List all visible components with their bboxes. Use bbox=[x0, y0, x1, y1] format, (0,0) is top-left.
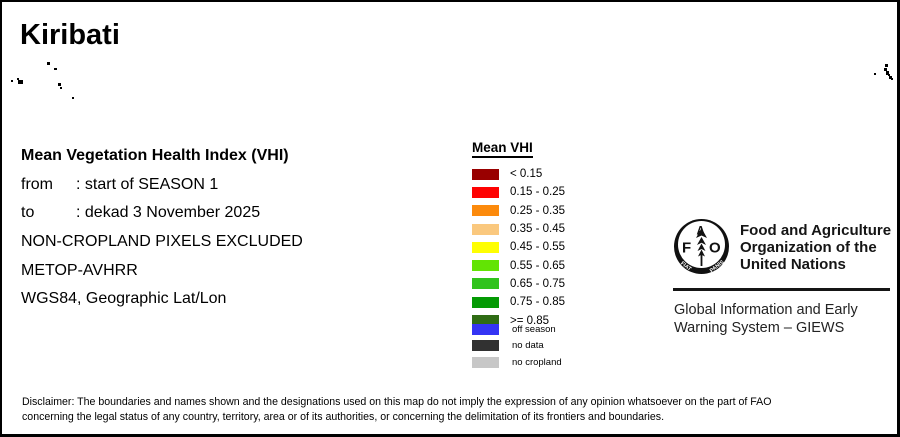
legend-label: 0.15 - 0.25 bbox=[510, 186, 565, 199]
info-row-to-value: : dekad 3 November 2025 bbox=[76, 204, 261, 222]
giews-line: Warning System – GIEWS bbox=[674, 320, 845, 336]
legend-row: 0.65 - 0.75 bbox=[472, 275, 565, 293]
island-dot bbox=[17, 78, 19, 80]
legend-row-off-season: off season bbox=[472, 321, 562, 338]
legend-row: 0.55 - 0.65 bbox=[472, 256, 565, 274]
legend-swatch bbox=[472, 323, 499, 335]
giews-name: Global Information and Early Warning Sys… bbox=[674, 301, 858, 337]
island-dot bbox=[47, 62, 50, 65]
legend: Mean VHI < 0.15 0.15 - 0.25 0.25 - 0.35 … bbox=[472, 139, 565, 330]
legend-row: 0.15 - 0.25 bbox=[472, 183, 565, 201]
legend-row: 0.75 - 0.85 bbox=[472, 293, 565, 311]
legend-label: 0.75 - 0.85 bbox=[510, 296, 565, 309]
fao-org-name: Food and Agriculture Organization of the… bbox=[740, 222, 891, 274]
island-dot bbox=[18, 80, 23, 84]
info-block: Mean Vegetation Health Index (VHI) from:… bbox=[21, 142, 303, 314]
island-dot bbox=[72, 97, 74, 99]
island-dot bbox=[885, 64, 888, 67]
island-dot bbox=[58, 83, 61, 86]
legend-rows: < 0.15 0.15 - 0.25 0.25 - 0.35 0.35 - 0.… bbox=[472, 165, 565, 330]
legend-label: >= 0.85 bbox=[510, 314, 550, 327]
fao-org-line: United Nations bbox=[740, 256, 846, 274]
giews-line: Global Information and Early bbox=[674, 302, 858, 318]
legend-row: >= 0.85 bbox=[472, 311, 565, 329]
legend-label: 0.35 - 0.45 bbox=[510, 223, 565, 236]
island-dot bbox=[884, 68, 887, 71]
legend-label: < 0.15 bbox=[510, 168, 543, 181]
fao-org-line: Food and Agriculture bbox=[740, 222, 892, 239]
legend-swatch bbox=[472, 223, 499, 235]
legend-row-no-data: no data bbox=[472, 338, 562, 355]
info-heading: Mean Vegetation Health Index (VHI) bbox=[21, 147, 289, 165]
legend-row-no-cropland: no cropland bbox=[472, 354, 562, 371]
legend-row: 0.35 - 0.45 bbox=[472, 220, 565, 238]
legend-label: 0.55 - 0.65 bbox=[510, 259, 565, 272]
island-dot bbox=[54, 68, 57, 70]
fao-logo-icon: F A O FIAT PANIS bbox=[674, 219, 729, 274]
disclaimer-line-2: concerning the legal status of any count… bbox=[22, 410, 665, 423]
info-line-cropland: NON-CROPLAND PIXELS EXCLUDED bbox=[21, 233, 303, 251]
disclaimer: Disclaimer: The boundaries and names sho… bbox=[22, 395, 771, 424]
fao-logo-letter-f: F bbox=[682, 240, 691, 257]
island-dot bbox=[889, 76, 892, 79]
legend-label: 0.25 - 0.35 bbox=[510, 204, 565, 217]
info-row-from: from : start of SEASON 1 bbox=[21, 171, 303, 200]
island-dot bbox=[886, 71, 889, 75]
fao-org-line: Organization of the bbox=[740, 239, 877, 257]
legend-swatch bbox=[472, 168, 499, 180]
legend-label: 0.65 - 0.75 bbox=[510, 277, 565, 290]
legend-swatch bbox=[472, 260, 499, 272]
island-dot bbox=[874, 73, 876, 75]
legend-label: no data bbox=[512, 340, 544, 352]
legend-title: Mean VHI bbox=[472, 140, 533, 158]
legend-label: off season bbox=[512, 323, 556, 335]
info-row-to: to : dekad 3 November 2025 bbox=[21, 199, 303, 228]
info-row-from-value: : start of SEASON 1 bbox=[76, 175, 219, 193]
island-dot bbox=[888, 74, 890, 76]
legend-label: 0.45 - 0.55 bbox=[510, 241, 565, 254]
legend-swatch bbox=[472, 278, 499, 290]
legend-swatch bbox=[472, 296, 499, 308]
legend-swatch bbox=[472, 340, 499, 352]
legend-label: no cropland bbox=[512, 356, 562, 368]
disclaimer-line-1: Disclaimer: The boundaries and names sho… bbox=[22, 396, 772, 408]
fao-divider bbox=[673, 288, 890, 291]
island-dot bbox=[891, 78, 893, 80]
info-line-projection: WGS84, Geographic Lat/Lon bbox=[21, 290, 227, 308]
legend-swatch bbox=[472, 241, 499, 253]
page-title: Kiribati bbox=[20, 19, 120, 51]
legend-special: off season no data no cropland bbox=[472, 321, 562, 371]
fao-logo-letter-a: A bbox=[697, 226, 705, 238]
legend-swatch bbox=[472, 186, 499, 198]
legend-swatch bbox=[472, 315, 499, 327]
legend-row: 0.25 - 0.35 bbox=[472, 202, 565, 220]
legend-row: 0.45 - 0.55 bbox=[472, 238, 565, 256]
legend-swatch bbox=[472, 205, 499, 217]
legend-row: < 0.15 bbox=[472, 165, 565, 183]
info-row-to-label: to bbox=[21, 204, 35, 222]
island-dot bbox=[11, 80, 13, 82]
info-line-sensor: METOP-AVHRR bbox=[21, 261, 138, 279]
info-row-from-label: from bbox=[21, 175, 53, 193]
fao-logo-letter-o: O bbox=[709, 240, 721, 257]
legend-swatch bbox=[472, 356, 499, 368]
island-dot bbox=[60, 87, 62, 89]
